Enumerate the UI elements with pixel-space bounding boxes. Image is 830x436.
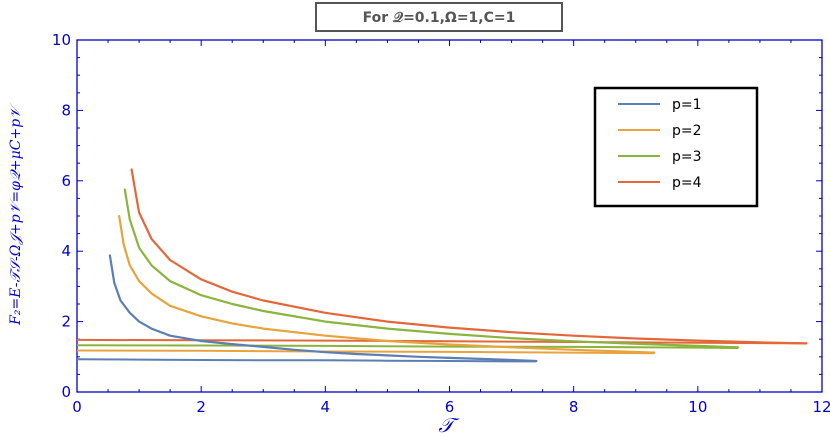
series-4-upper-line <box>130 168 808 345</box>
series-1-lower-line <box>76 358 537 363</box>
series-3-upper-line <box>123 188 740 349</box>
axis-ticks: 0 2 4 6 8 10 12 0 2 4 6 8 10 <box>52 31 830 416</box>
series-1-upper-line <box>108 254 538 363</box>
chart-title-box: For 𝒬=0.1,Ω=1,C=1 <box>315 2 563 32</box>
series-2-upper-line <box>118 214 656 354</box>
legend-items: p=1 p=2 p=3 p=4 <box>618 97 702 191</box>
x-tick-label: 10 <box>688 398 707 416</box>
series-lines <box>76 168 808 363</box>
x-tick-label: 8 <box>569 398 579 416</box>
chart-title: For 𝒬=0.1,Ω=1,C=1 <box>363 10 516 26</box>
legend-label: p=2 <box>672 123 702 139</box>
y-tick-label: 4 <box>61 242 71 260</box>
x-tick-label: 0 <box>72 398 82 416</box>
legend-frame <box>593 86 759 208</box>
legend-label: p=4 <box>672 175 702 191</box>
y-tick-label: 2 <box>61 313 71 331</box>
x-tick-label: 4 <box>321 398 331 416</box>
y-tick-label: 0 <box>61 383 71 401</box>
title-frame <box>315 2 563 32</box>
x-tick-label: 6 <box>445 398 455 416</box>
x-axis-title: 𝒯 <box>438 413 460 436</box>
y-tick-label: 6 <box>61 172 71 190</box>
y-axis-title: F₂=E-𝒯𝒮-Ω𝒥+p𝒱=φ𝒬+μC+p𝒱 <box>8 103 24 326</box>
y-tick-label: 10 <box>52 31 71 49</box>
x-tick-label: 12 <box>812 398 830 416</box>
y-tick-label: 8 <box>61 101 71 119</box>
legend-label: p=3 <box>672 149 702 165</box>
legend: p=1 p=2 p=3 p=4 <box>593 86 759 208</box>
legend-label: p=1 <box>672 97 702 113</box>
x-tick-label: 2 <box>196 398 206 416</box>
series-2-lower-line <box>76 349 655 355</box>
series-3-lower-line <box>76 344 739 349</box>
